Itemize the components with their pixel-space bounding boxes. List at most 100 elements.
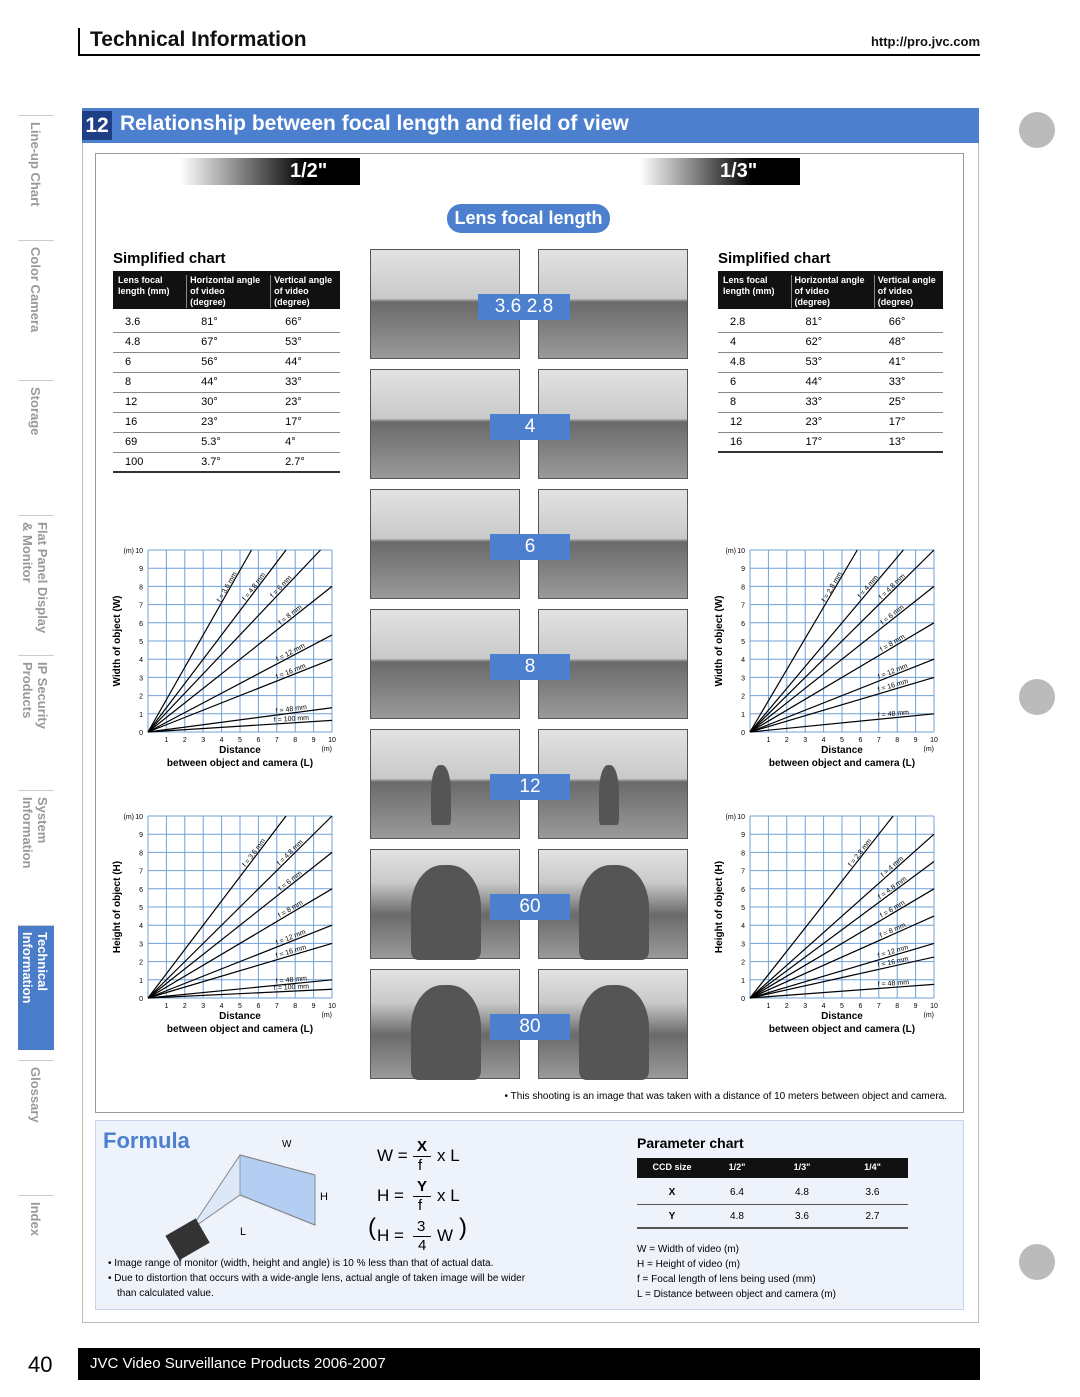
x-tick-label: 5 [840, 737, 844, 744]
y-tick-label: 7 [139, 869, 143, 876]
unit-label: (m) [124, 548, 135, 555]
x-tick-label: 1 [164, 737, 168, 744]
table-cell: 100 [125, 456, 144, 468]
param-header: 1/4" [864, 1162, 881, 1172]
figure: 01122334455667788991010(m)(m)Distancebet… [714, 814, 938, 1035]
diagram-label: H [320, 1191, 328, 1203]
sidebar-label: Information [20, 797, 35, 869]
table-cell: 13° [888, 436, 906, 448]
focal-line [749, 833, 935, 999]
photo-label: 4 [524, 416, 536, 437]
photo-label: 6 [524, 536, 536, 557]
sidebar-tab: Technical Information [18, 925, 54, 1050]
table-row [718, 413, 943, 433]
table-cell: 33° [805, 396, 823, 408]
format-bar [180, 158, 360, 185]
focal-label: f = 12 mm [275, 642, 306, 663]
table-cell: 2.7° [285, 456, 305, 468]
x-tick-label: 3 [803, 737, 807, 744]
focal-label: f = 4.8 mm [242, 572, 268, 603]
focal-label: f = 8 mm [879, 633, 906, 653]
caption: • This shooting is an image that was tak… [504, 1091, 947, 1102]
focal-line [147, 634, 333, 733]
x-tick-label: 8 [895, 737, 899, 744]
table-row [113, 373, 340, 393]
axis-label: between object and camera (L) [167, 1024, 313, 1035]
sidebar-tab: IP Security Products [18, 655, 54, 780]
table-cell: 4° [285, 436, 296, 448]
focal-line [147, 707, 333, 733]
param-cell: 2.7 [865, 1211, 880, 1222]
x-tick-label: 1 [766, 737, 770, 744]
focal-line [749, 549, 858, 733]
param-header: CCD size [652, 1162, 692, 1172]
table-cell: 5.3° [201, 436, 221, 448]
table-cell: 23° [805, 416, 823, 428]
y-tick-label: 9 [741, 832, 745, 839]
focal-line [749, 861, 935, 999]
axis-label: between object and camera (L) [769, 758, 915, 769]
photo-subject [411, 865, 481, 960]
definition: W = Width of video (m) [637, 1244, 739, 1255]
photo-label: 80 [519, 1016, 541, 1037]
y-tick-label: 6 [741, 887, 745, 894]
table-cell: 3.6 [125, 316, 141, 328]
table-row [113, 433, 340, 453]
table-header: Lens focal length (mm) [118, 275, 170, 296]
y-tick-label: 4 [139, 923, 143, 930]
main-box [95, 153, 964, 1113]
table-row [113, 333, 340, 353]
focal-label: f = 48 mm [878, 979, 910, 988]
sidebar-label: Products [20, 662, 35, 719]
table-cell: 41° [888, 356, 906, 368]
y-tick-label: 8 [741, 584, 745, 591]
table-head [718, 271, 943, 309]
nav-dot [1019, 679, 1055, 715]
y-tick-label: 10 [135, 548, 143, 555]
photo [370, 849, 520, 960]
photo-subject [411, 985, 481, 1080]
x-tick-label: 1 [766, 1003, 770, 1010]
focal-line [749, 549, 904, 733]
table-row [113, 453, 340, 473]
focal-label: f = 8 mm [277, 899, 304, 919]
y-tick-label: 0 [139, 730, 143, 737]
focal-line [147, 549, 253, 733]
table-cell: 81° [201, 316, 218, 328]
figure: 01122334455667788991010(m)(m)Distancebet… [112, 814, 336, 1035]
eq-rhs: W [437, 1226, 454, 1245]
focal-line [749, 915, 935, 999]
param-header: 1/2" [728, 1162, 746, 1172]
y-tick-label: 5 [139, 905, 143, 912]
sidebar-tab: System Information [18, 790, 54, 915]
y-tick-label: 7 [741, 603, 745, 610]
y-tick-label: 5 [741, 905, 745, 912]
table-cell: 33° [888, 376, 906, 388]
param-cell: 4.8 [795, 1187, 809, 1198]
table-cell: 48° [888, 336, 906, 348]
focal-line [147, 888, 333, 999]
table-header: Vertical angle of video (degree) [270, 275, 337, 308]
table-cell: 16 [730, 436, 743, 448]
table-title: Simplified chart [718, 250, 831, 267]
footer-page: 40 [28, 1352, 53, 1377]
x-tick-label: 9 [914, 1003, 918, 1010]
format-label: 1/2" [290, 160, 328, 182]
table-head [113, 271, 340, 309]
focal-line [749, 676, 935, 733]
section-title: Relationship between focal length and fi… [120, 112, 629, 135]
y-tick-label: 2 [139, 960, 143, 967]
photo-label-box [490, 774, 570, 800]
y-tick-label: 1 [741, 712, 745, 719]
focal-label: f = 8 mm [879, 922, 907, 940]
table-cell: 44° [805, 376, 823, 388]
eq-num: 3 [417, 1218, 426, 1235]
x-tick-label: 7 [275, 737, 279, 744]
x-tick-label: 10 [930, 737, 938, 744]
table-cell: 8 [730, 396, 737, 408]
header-rule [78, 54, 980, 56]
unit-label: (m) [726, 548, 737, 555]
focal-label: f = 4 mm [880, 855, 905, 879]
table-cell: 23° [201, 416, 218, 428]
